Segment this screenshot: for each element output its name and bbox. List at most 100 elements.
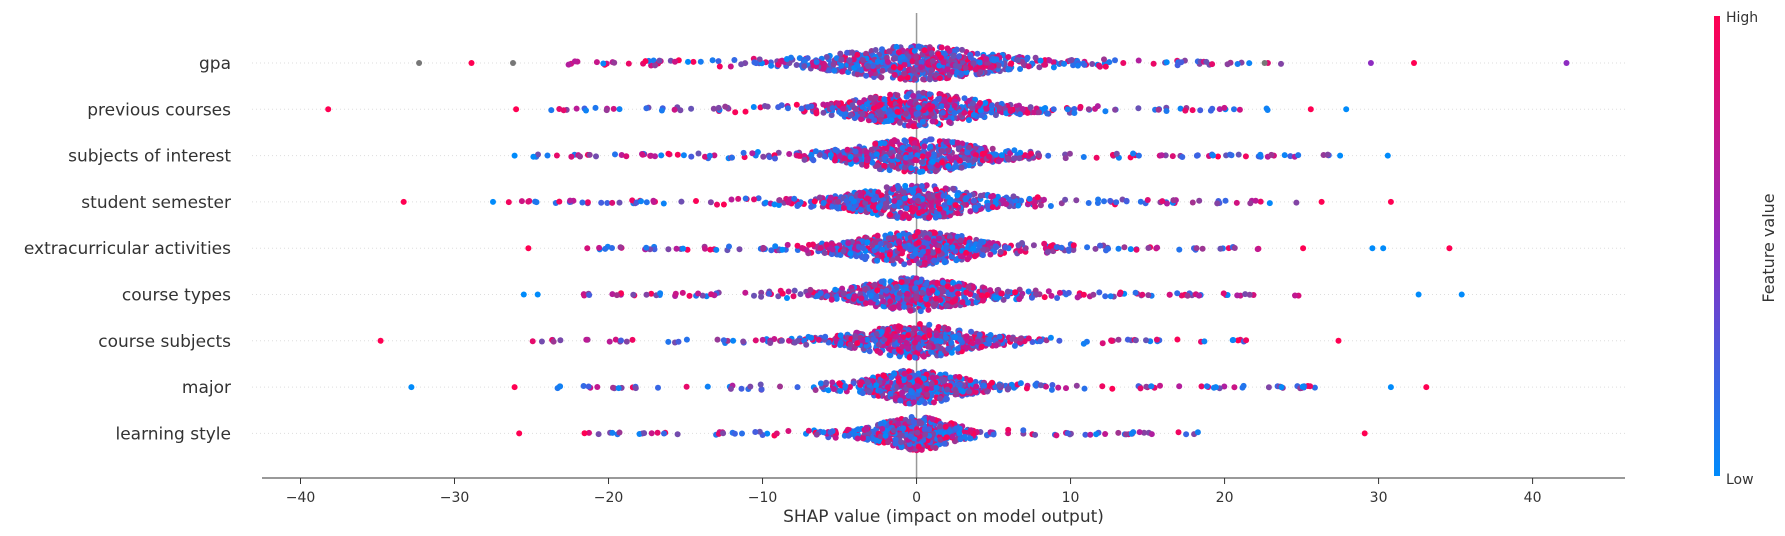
data-point xyxy=(1137,198,1144,205)
data-point xyxy=(673,245,680,252)
data-point xyxy=(1102,63,1109,70)
data-point xyxy=(852,148,859,155)
data-point xyxy=(964,149,971,156)
data-point xyxy=(837,50,844,57)
data-point xyxy=(911,75,918,82)
outlier-point xyxy=(525,245,532,252)
data-point xyxy=(986,240,993,247)
data-point xyxy=(596,244,603,251)
data-point xyxy=(881,96,888,103)
data-point xyxy=(847,341,854,348)
data-point xyxy=(844,146,851,153)
data-point xyxy=(916,321,923,327)
data-point xyxy=(903,138,909,145)
data-point xyxy=(798,105,805,112)
data-point xyxy=(909,58,916,65)
data-point xyxy=(919,153,926,160)
data-point xyxy=(862,200,869,206)
data-point xyxy=(742,108,749,115)
data-point xyxy=(1025,63,1032,70)
data-point xyxy=(1036,152,1043,159)
data-point xyxy=(874,58,881,65)
data-point xyxy=(1019,106,1026,112)
data-point xyxy=(650,57,657,64)
data-point xyxy=(920,353,927,360)
data-point xyxy=(926,91,933,98)
data-point xyxy=(1174,336,1181,343)
data-point xyxy=(917,308,924,315)
outlier-point xyxy=(1458,291,1465,298)
data-point xyxy=(915,187,922,194)
data-point xyxy=(854,340,861,347)
data-point xyxy=(989,204,996,211)
data-point xyxy=(961,95,968,102)
data-point xyxy=(971,156,978,163)
data-point xyxy=(630,291,637,298)
data-point xyxy=(823,241,830,248)
data-point xyxy=(752,337,759,344)
data-point xyxy=(817,245,824,251)
data-point xyxy=(998,152,1005,159)
data-point xyxy=(1044,110,1051,117)
data-point xyxy=(894,295,901,302)
data-point xyxy=(911,325,917,332)
data-point xyxy=(813,59,820,65)
data-point xyxy=(986,153,993,160)
data-point xyxy=(826,67,833,74)
data-point xyxy=(759,336,766,343)
data-point xyxy=(1246,60,1253,67)
data-point xyxy=(883,184,890,191)
data-point xyxy=(883,118,890,125)
data-point xyxy=(665,246,672,253)
data-point xyxy=(656,57,663,64)
data-point xyxy=(935,96,941,103)
data-point xyxy=(904,74,911,81)
data-point xyxy=(1011,342,1018,349)
data-point xyxy=(1189,107,1196,114)
data-point xyxy=(969,100,976,107)
data-point xyxy=(821,250,828,256)
data-point xyxy=(772,243,779,250)
data-point xyxy=(1150,60,1157,67)
data-point xyxy=(899,144,906,151)
data-point xyxy=(840,290,847,297)
data-point xyxy=(938,103,945,110)
data-point xyxy=(612,151,618,158)
data-point xyxy=(1080,291,1087,298)
data-point xyxy=(711,152,718,159)
data-point xyxy=(894,213,901,220)
data-point xyxy=(850,205,856,212)
data-point xyxy=(603,107,610,114)
data-point xyxy=(863,72,870,79)
data-point xyxy=(697,58,704,65)
data-point xyxy=(715,58,722,65)
data-point xyxy=(750,104,757,110)
data-point xyxy=(1028,150,1034,157)
data-point xyxy=(970,245,977,252)
data-point xyxy=(1065,246,1072,253)
data-point xyxy=(1292,292,1298,299)
data-point xyxy=(1017,335,1024,342)
data-point xyxy=(977,100,983,106)
data-point xyxy=(1135,57,1142,64)
data-point xyxy=(1102,108,1109,115)
data-point xyxy=(1041,240,1048,247)
outlier-point xyxy=(1369,245,1376,252)
data-point xyxy=(910,123,917,130)
data-point xyxy=(870,336,877,343)
data-point xyxy=(896,98,903,105)
data-point xyxy=(924,301,931,308)
data-point xyxy=(1012,289,1019,296)
data-point xyxy=(671,106,678,113)
data-point xyxy=(847,111,854,118)
data-point xyxy=(857,192,864,199)
data-point xyxy=(1143,337,1149,344)
data-point xyxy=(979,252,986,259)
data-point xyxy=(1070,242,1077,249)
data-point xyxy=(890,64,897,71)
data-point xyxy=(907,246,914,253)
data-point xyxy=(950,53,957,59)
data-point xyxy=(1017,66,1024,72)
outlier-point xyxy=(468,60,475,66)
